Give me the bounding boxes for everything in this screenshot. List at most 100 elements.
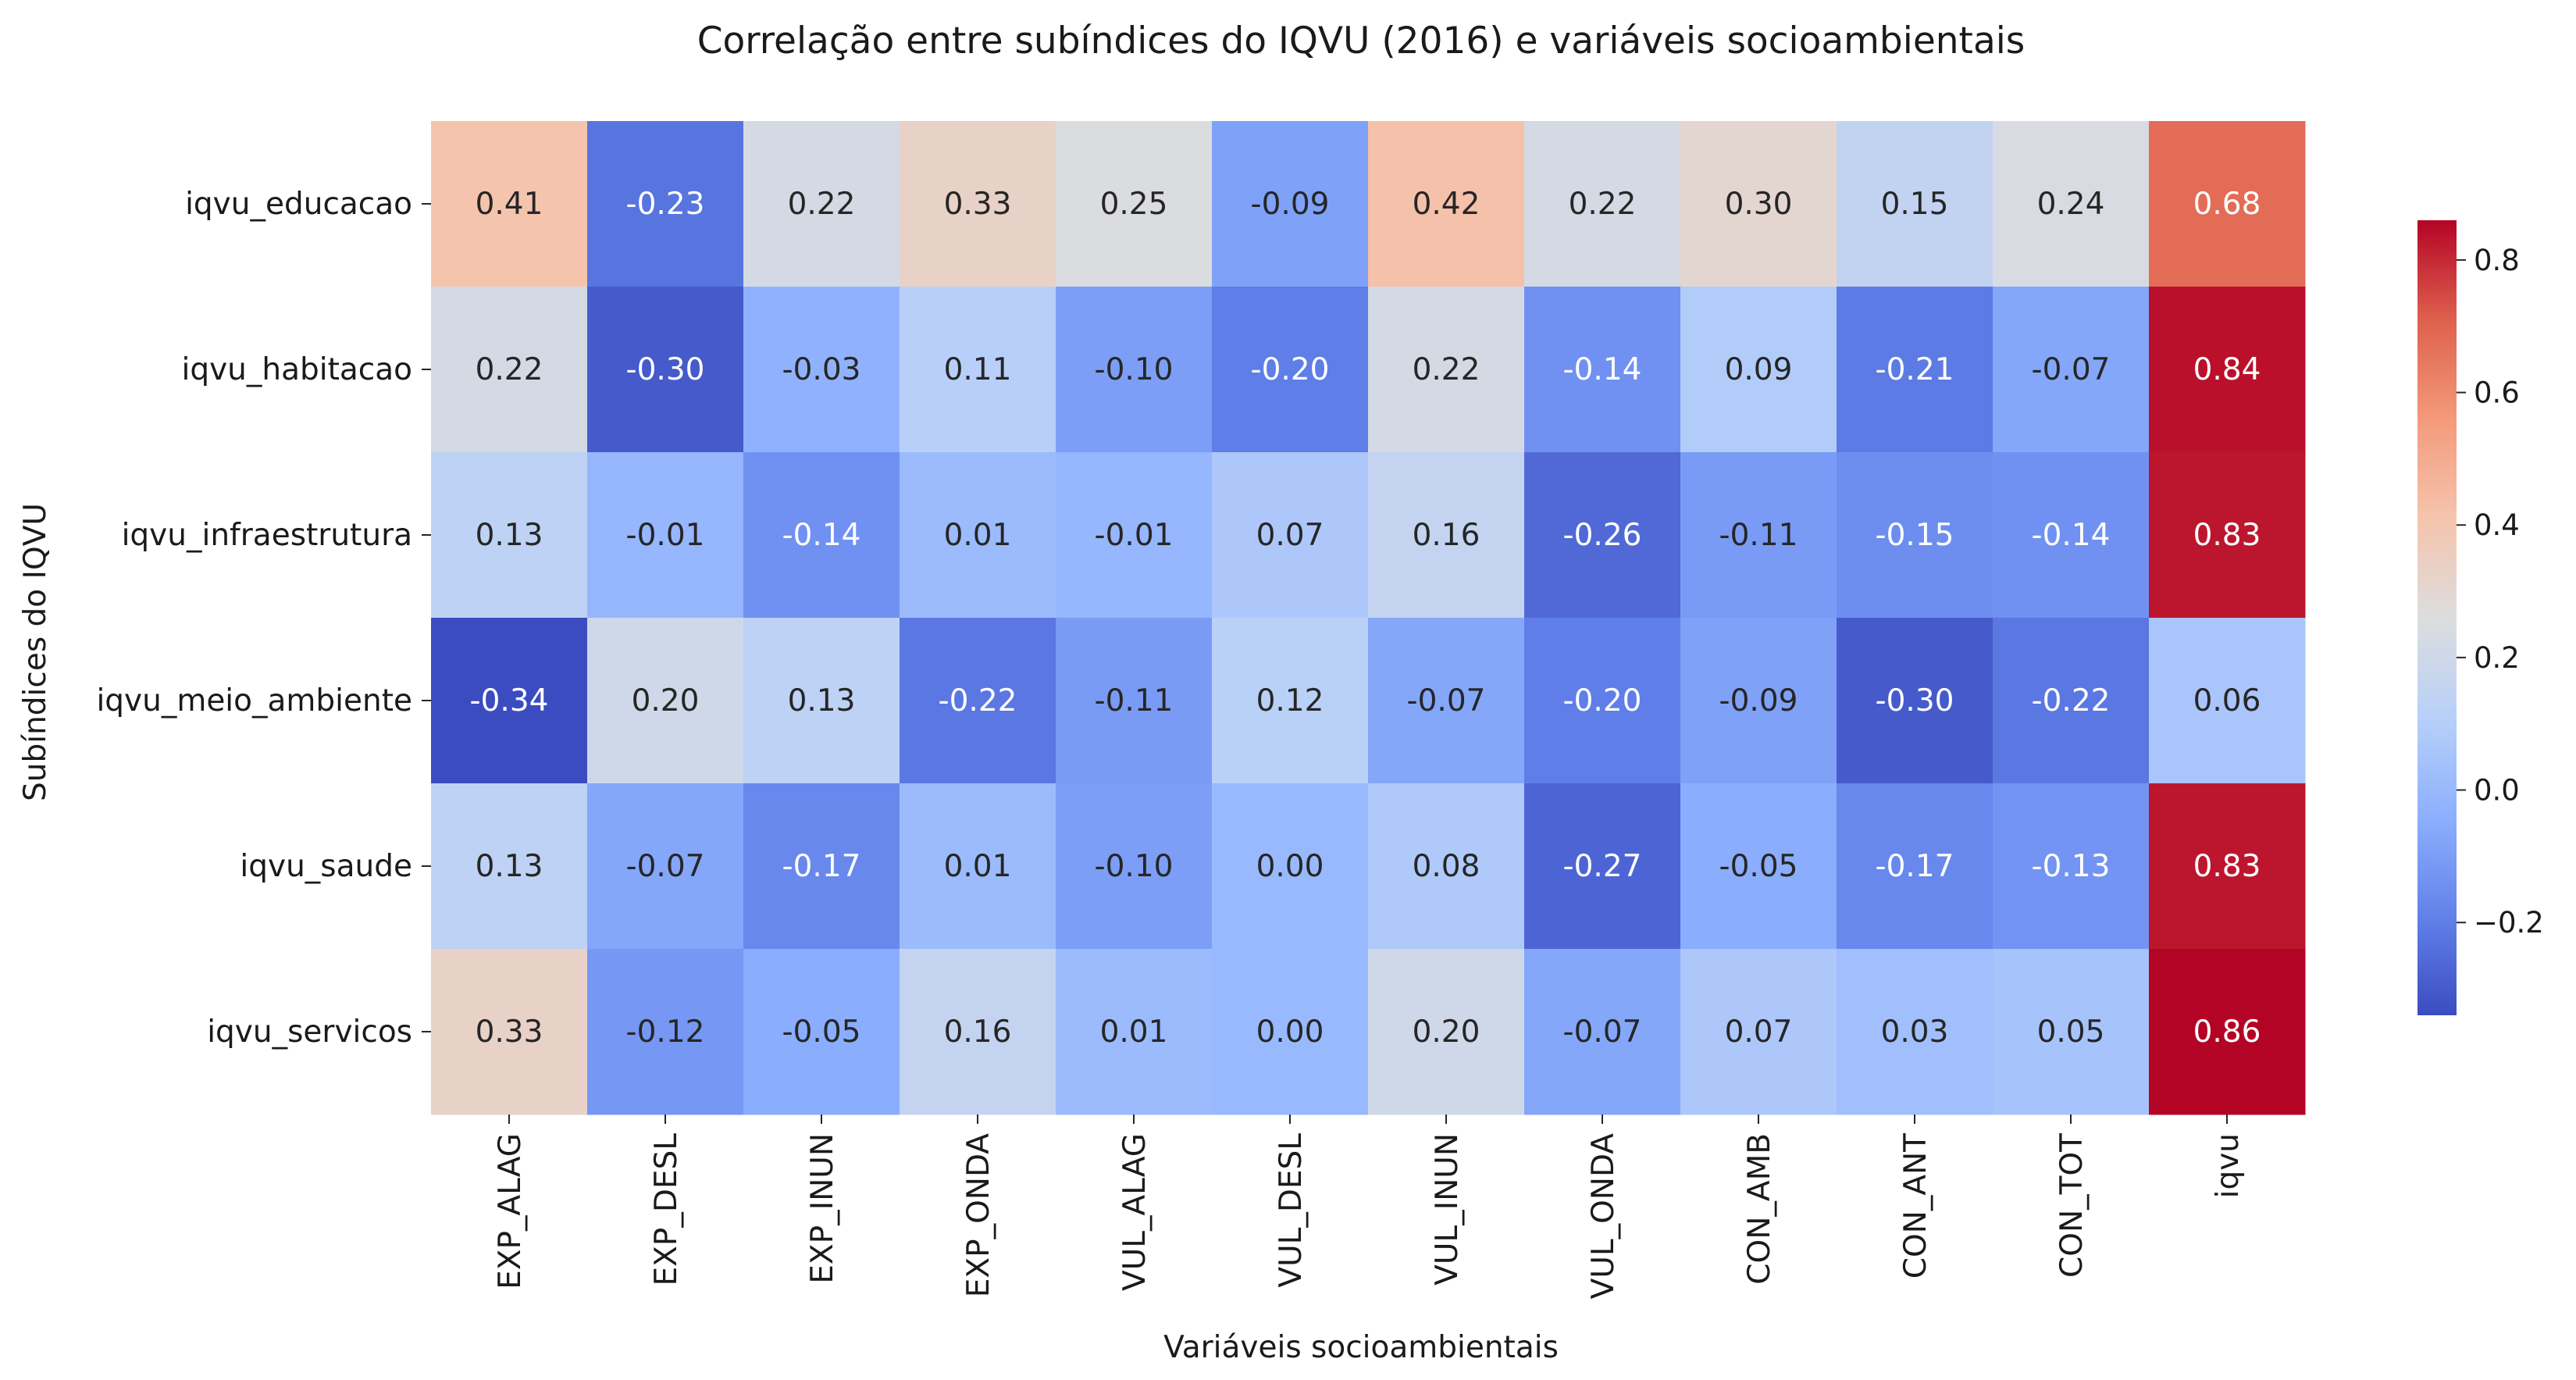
cell-value-label: 0.22: [788, 187, 856, 222]
cell-value-label: -0.07: [1563, 1014, 1642, 1050]
heatmap-cell: [431, 121, 588, 287]
cell-value-label: -0.34: [470, 683, 549, 719]
cell-value-label: 0.13: [476, 849, 543, 884]
x-tick-label: EXP_INUN: [805, 1133, 840, 1284]
heatmap-cell: [1680, 452, 1837, 619]
heatmap-cell: [587, 452, 744, 619]
cell-value-label: 0.30: [1725, 187, 1793, 222]
heatmap-cell: [900, 452, 1056, 619]
cell-value-label: -0.17: [782, 849, 861, 884]
heatmap-cell: [1368, 287, 1525, 453]
cell-value-label: 0.12: [1256, 683, 1324, 719]
heatmap-cell: [2149, 287, 2306, 453]
cell-value-label: 0.03: [1881, 1014, 1949, 1050]
cell-value-label: 0.00: [1256, 1014, 1324, 1050]
x-tick-label: iqvu: [2211, 1133, 2246, 1198]
cell-value-label: 0.13: [476, 518, 543, 553]
y-tick-label: iqvu_habitacao: [182, 352, 413, 387]
heatmap-cell: [1993, 949, 2150, 1115]
cell-value-label: 0.33: [944, 187, 1012, 222]
heatmap-cell: [1837, 452, 1993, 619]
cell-value-label: -0.15: [1876, 518, 1954, 553]
x-axis-label: Variáveis socioambientais: [1163, 1330, 1559, 1365]
cell-value-label: -0.01: [1095, 518, 1174, 553]
cell-value-label: -0.26: [1563, 518, 1642, 553]
heatmap-cell: [1212, 452, 1369, 619]
cell-value-label: -0.05: [782, 1014, 861, 1050]
cell-value-label: -0.10: [1095, 849, 1174, 884]
heatmap-cell: [2149, 121, 2306, 287]
cell-value-label: 0.06: [2193, 683, 2261, 719]
cell-value-label: -0.17: [1876, 849, 1954, 884]
heatmap-cell: [1680, 287, 1837, 453]
heatmap-cell: [587, 949, 744, 1115]
heatmap-cell: [1212, 949, 1369, 1115]
heatmap-cell: [1524, 618, 1681, 784]
cell-value-label: 0.16: [944, 1014, 1012, 1050]
heatmap-cell: [2149, 949, 2306, 1115]
cell-value-label: 0.83: [2193, 518, 2261, 553]
cell-value-label: 0.84: [2193, 352, 2261, 387]
heatmap-cell: [1056, 783, 1213, 950]
cell-value-label: -0.20: [1563, 683, 1642, 719]
x-tick-label: EXP_ALAG: [493, 1133, 528, 1289]
heatmap-cell: [743, 121, 900, 287]
x-tick-label: VUL_INUN: [1430, 1133, 1465, 1286]
heatmap-cell: [431, 618, 588, 784]
heatmap-cell: [1837, 783, 1993, 950]
heatmap-cell: [900, 287, 1056, 453]
x-axis-ticks: EXP_ALAG EXP_DESL EXP_INUN EXP_ONDA VUL_ALAG…: [493, 1114, 2246, 1299]
cell-value-label: 0.07: [1256, 518, 1324, 553]
heatmap-cell: [1368, 452, 1525, 619]
cell-value-label: 0.22: [1569, 187, 1637, 222]
heatmap-cell: [1056, 121, 1213, 287]
heatmap-cell: [2149, 618, 2306, 784]
colorbar-tick-label: 0.4: [2474, 508, 2520, 542]
x-tick-label: CON_TOT: [2054, 1133, 2090, 1278]
cell-value-label: 0.20: [632, 683, 700, 719]
heatmap-cell: [1680, 949, 1837, 1115]
cell-value-label: -0.07: [626, 849, 705, 884]
cell-value-label: 0.01: [944, 518, 1012, 553]
x-tick-label: EXP_DESL: [649, 1133, 684, 1286]
heatmap-cell: [1993, 121, 2150, 287]
cell-value-label: 0.68: [2193, 187, 2261, 222]
heatmap-cell: [900, 121, 1056, 287]
heatmap-cell: [1524, 452, 1681, 619]
heatmap-cell: [587, 783, 744, 950]
cell-value-label: -0.21: [1876, 352, 1954, 387]
cell-value-label: 0.00: [1256, 849, 1324, 884]
cell-value-label: 0.22: [476, 352, 543, 387]
heatmap-cell: [1837, 287, 1993, 453]
cell-value-label: -0.11: [1095, 683, 1174, 719]
heatmap-cell: [1368, 121, 1525, 287]
cell-value-label: -0.30: [1876, 683, 1954, 719]
heatmap-cell: [1212, 287, 1369, 453]
heatmap-cell: [1368, 618, 1525, 784]
heatmap-cell: [1212, 121, 1369, 287]
heatmap-cell: [1680, 618, 1837, 784]
heatmap-cell: [1993, 452, 2150, 619]
y-tick-label: iqvu_infraestrutura: [122, 518, 412, 553]
heatmap-cell: [1212, 783, 1369, 950]
cell-value-label: 0.16: [1413, 518, 1480, 553]
colorbar-tick-label: −0.2: [2474, 906, 2544, 940]
x-tick-label: CON_ANT: [1898, 1133, 1933, 1278]
y-tick-label: iqvu_saude: [240, 849, 412, 884]
heatmap-cell: [1056, 287, 1213, 453]
heatmap-cell: [2149, 783, 2306, 950]
cell-value-label: -0.05: [1719, 849, 1798, 884]
heatmap-cell: [1524, 949, 1681, 1115]
cell-value-label: 0.01: [1100, 1014, 1168, 1050]
x-tick-label: VUL_ONDA: [1586, 1133, 1621, 1300]
cell-value-label: -0.10: [1095, 352, 1174, 387]
cell-value-label: -0.07: [1407, 683, 1486, 719]
cell-value-label: -0.22: [939, 683, 1017, 719]
colorbar: −0.2 0.0 0.2 0.4 0.6 0.8: [2417, 220, 2544, 1015]
heatmap-cell: [587, 618, 744, 784]
x-tick-label: CON_AMB: [1742, 1133, 1777, 1285]
cell-value-label: -0.23: [626, 187, 705, 222]
colorbar-tick-label: 0.2: [2474, 641, 2520, 675]
cell-value-label: 0.15: [1881, 187, 1949, 222]
cell-value-label: 0.05: [2037, 1014, 2105, 1050]
